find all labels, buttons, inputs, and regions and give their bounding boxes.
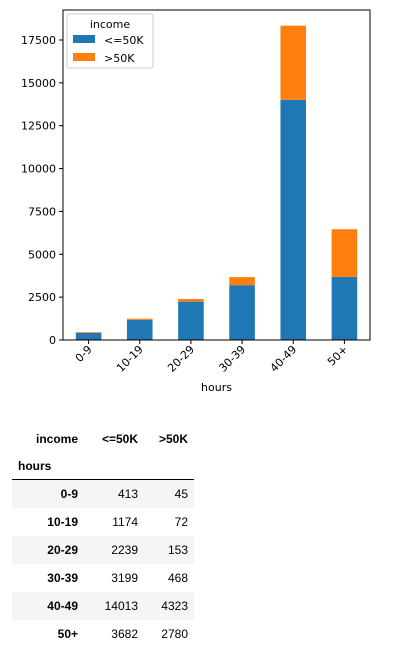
table-row: 0-9 413 45 [12, 480, 194, 509]
table-index-label: hours [12, 452, 84, 480]
row-index: 40-49 [12, 592, 84, 620]
row-index: 10-19 [12, 508, 84, 536]
bar-gt50k-20-29 [178, 299, 204, 302]
y-tick-label: 7500 [28, 205, 56, 218]
x-axis-title: hours [201, 381, 232, 394]
cell: 413 [84, 480, 144, 509]
bar-le50k-0-9 [76, 333, 102, 340]
cell: 4323 [144, 592, 194, 620]
legend-label-gt50k: >50K [104, 52, 135, 65]
y-tick-label: 15000 [21, 77, 56, 90]
cell: 468 [144, 564, 194, 592]
x-axis: 0-9 10-19 20-29 30-39 40-49 50+ [73, 340, 351, 375]
bar-le50k-40-49 [280, 100, 306, 340]
y-tick-label: 17500 [21, 34, 56, 47]
bar-gt50k-30-39 [229, 277, 255, 285]
legend-swatch-le50k [73, 35, 95, 43]
table-columns-label: income [12, 426, 84, 452]
table-row: 40-49 14013 4323 [12, 592, 194, 620]
cell: 3199 [84, 564, 144, 592]
cell: 3682 [84, 620, 144, 648]
x-tick-label: 50+ [325, 343, 351, 369]
bar-le50k-30-39 [229, 285, 255, 340]
cell: 153 [144, 536, 194, 564]
row-index: 50+ [12, 620, 84, 648]
y-tick-label: 10000 [21, 163, 56, 176]
bar-gt50k-40-49 [280, 26, 306, 100]
bar-le50k-20-29 [178, 302, 204, 340]
bar-gt50k-0-9 [76, 332, 102, 333]
row-index: 0-9 [12, 480, 84, 509]
legend-label-le50k: <=50K [104, 34, 144, 47]
legend: income <=50K >50K [67, 14, 153, 68]
table-column-header: >50K [144, 426, 194, 452]
cell: 2780 [144, 620, 194, 648]
cell: 1174 [84, 508, 144, 536]
bars-group [76, 26, 357, 340]
x-tick-label: 40-49 [268, 343, 300, 375]
y-tick-label: 0 [49, 334, 56, 347]
cell: 45 [144, 480, 194, 509]
bar-le50k-10-19 [127, 320, 153, 340]
x-tick-label: 0-9 [73, 343, 95, 365]
y-axis: 0 2500 5000 7500 10000 12500 15000 17500 [21, 34, 63, 347]
row-index: 20-29 [12, 536, 84, 564]
legend-title: income [90, 18, 131, 31]
cell: 14013 [84, 592, 144, 620]
table-row: 10-19 1174 72 [12, 508, 194, 536]
y-tick-label: 2500 [28, 291, 56, 304]
bar-le50k-50+ [332, 277, 358, 340]
x-tick-label: 10-19 [114, 343, 146, 375]
legend-swatch-gt50k [73, 53, 95, 61]
table-column-header: <=50K [84, 426, 144, 452]
x-tick-label: 20-29 [165, 343, 197, 375]
bar-gt50k-10-19 [127, 319, 153, 320]
cell: 2239 [84, 536, 144, 564]
y-tick-label: 12500 [21, 120, 56, 133]
table-row: 50+ 3682 2780 [12, 620, 194, 648]
cell: 72 [144, 508, 194, 536]
row-index: 30-39 [12, 564, 84, 592]
x-tick-label: 30-39 [216, 343, 248, 375]
data-table: income <=50K >50K hours 0-9 413 45 10-19… [12, 426, 194, 648]
y-tick-label: 5000 [28, 248, 56, 261]
stacked-bar-chart: 0 2500 5000 7500 10000 12500 15000 17500 0-9 10-… [0, 0, 417, 400]
table-row: 20-29 2239 153 [12, 536, 194, 564]
bar-gt50k-50+ [332, 229, 358, 277]
table-row: 30-39 3199 468 [12, 564, 194, 592]
